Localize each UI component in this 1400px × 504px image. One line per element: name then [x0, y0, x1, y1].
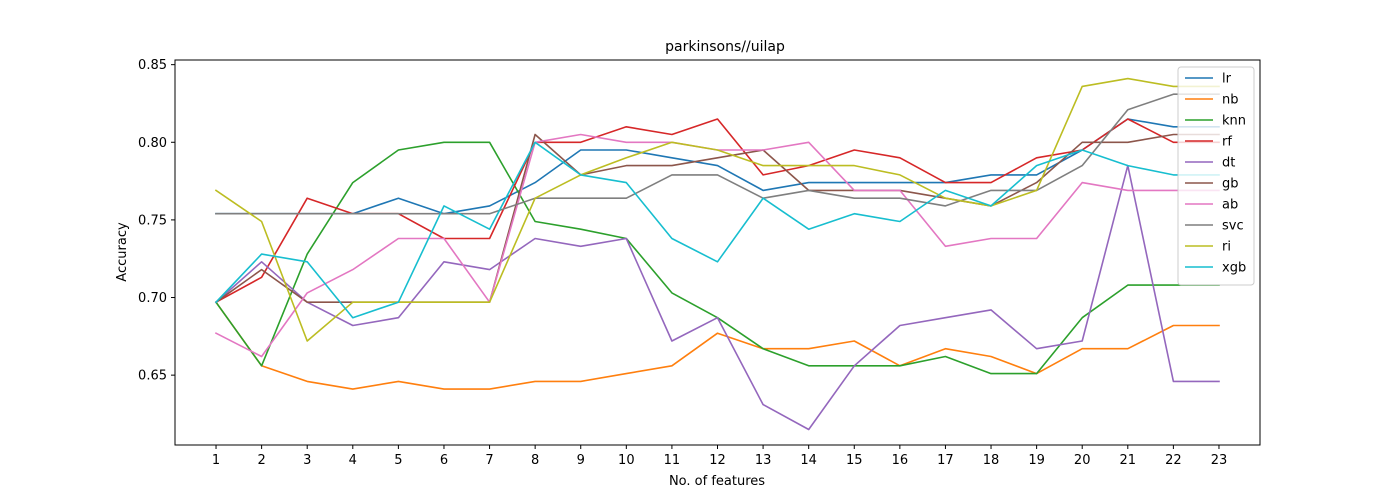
y-tick-label: 0.80 — [138, 136, 167, 151]
x-tick-label: 15 — [846, 453, 863, 468]
x-tick-label: 19 — [1028, 453, 1045, 468]
x-tick-label: 7 — [485, 453, 493, 468]
chart-title: parkinsons//uilap — [665, 39, 785, 55]
legend-label-xgb: xgb — [1222, 261, 1246, 276]
x-tick-label: 1 — [212, 453, 220, 468]
legend-label-nb: nb — [1222, 93, 1239, 108]
x-tick-label: 11 — [664, 453, 681, 468]
legend-label-dt: dt — [1222, 156, 1235, 171]
series-line-dt — [214, 164, 1220, 431]
y-axis-label: Accuracy — [115, 222, 130, 282]
x-tick-label: 3 — [303, 453, 311, 468]
x-tick-label: 21 — [1120, 453, 1137, 468]
x-tick-label: 12 — [709, 453, 726, 468]
series-line-lr — [215, 118, 1220, 215]
legend-label-knn: knn — [1222, 114, 1246, 129]
legend-label-ab: ab — [1222, 198, 1238, 213]
x-tick-label: 8 — [531, 453, 539, 468]
x-tick-label: 5 — [394, 453, 402, 468]
plot-lines — [214, 77, 1220, 431]
x-tick-label: 13 — [755, 453, 772, 468]
legend-label-rf: rf — [1222, 135, 1232, 150]
legend: lr nb knn rf dt gb ab svc ri xgb — [1177, 66, 1255, 286]
y-tick-label: 0.75 — [138, 213, 167, 228]
legend-label-gb: gb — [1222, 177, 1239, 192]
x-tick-label: 14 — [800, 453, 817, 468]
y-tick-label: 0.65 — [138, 369, 167, 384]
y-tick-label: 0.85 — [138, 58, 167, 73]
series-line-xgb — [214, 141, 1220, 319]
x-axis: 1 2 3 4 5 6 7 8 9 10 11 12 13 14 15 16 17 18 19 20 21 22 23 — [212, 445, 1227, 468]
x-tick-label: 10 — [618, 453, 635, 468]
x-tick-label: 2 — [257, 453, 265, 468]
x-tick-label: 9 — [577, 453, 585, 468]
y-tick-label: 0.70 — [138, 291, 167, 306]
legend-label-ri: ri — [1222, 240, 1231, 255]
x-tick-label: 16 — [892, 453, 909, 468]
series-line-ri — [214, 77, 1220, 342]
series-line-svc — [215, 93, 1220, 215]
x-tick-label: 18 — [983, 453, 1000, 468]
y-axis: 0.65 0.70 0.75 0.80 0.85 — [138, 58, 175, 384]
legend-label-lr: lr — [1222, 72, 1232, 87]
x-tick-label: 20 — [1074, 453, 1091, 468]
x-tick-label: 4 — [349, 453, 357, 468]
legend-label-svc: svc — [1222, 219, 1244, 234]
series-line-nb — [214, 301, 1220, 390]
x-tick-label: 17 — [937, 453, 954, 468]
legend-box — [1177, 66, 1255, 286]
x-tick-label: 22 — [1165, 453, 1182, 468]
x-axis-label: No. of features — [669, 474, 765, 489]
x-tick-label: 23 — [1211, 453, 1228, 468]
x-tick-label: 6 — [440, 453, 448, 468]
